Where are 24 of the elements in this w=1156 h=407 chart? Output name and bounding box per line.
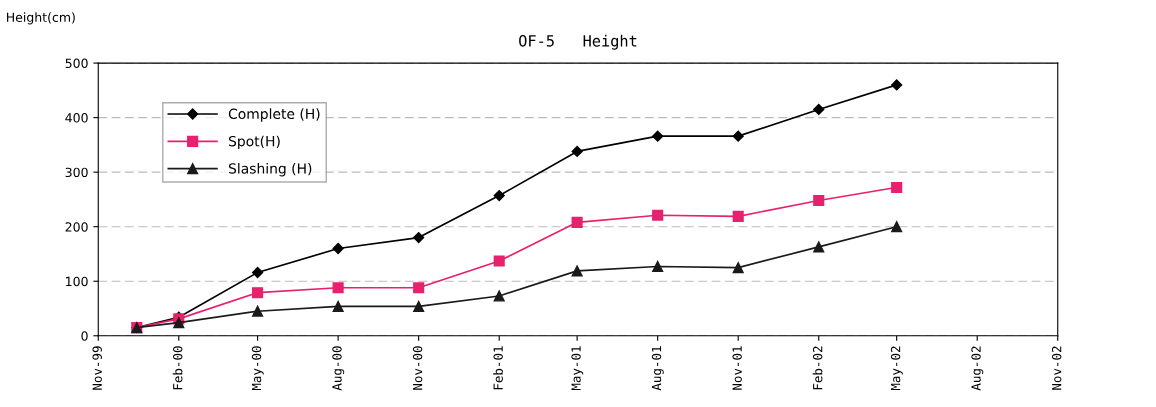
y-axis-title: Height(cm) xyxy=(7,12,75,25)
y-tick-label: 300 xyxy=(65,167,88,178)
y-tick-label: 400 xyxy=(65,113,88,123)
x-tick-label: Aug-01 xyxy=(651,346,664,391)
x-tick-label: Nov-02 xyxy=(1051,346,1062,390)
x-tick-label: Feb-01 xyxy=(493,346,503,390)
y-tick-label: 500 xyxy=(65,58,88,69)
x-tick-label: May-02 xyxy=(890,346,903,391)
x-tick-label: May-00 xyxy=(251,346,264,391)
chart-title: OF-5 Height xyxy=(519,34,637,50)
x-tick-label: Feb-00 xyxy=(172,346,183,390)
y-tick-label: 200 xyxy=(65,222,88,232)
legend-label: Complete (H) xyxy=(228,108,320,122)
x-tick-label: Nov-99 xyxy=(92,346,102,390)
y-tick-label: 0 xyxy=(81,331,88,341)
legend-label: Spot(H) xyxy=(228,135,280,150)
x-tick-label: Nov-01 xyxy=(732,346,742,390)
legend-label: Slashing (H) xyxy=(228,162,312,177)
x-tick-label: Nov-00 xyxy=(412,346,423,390)
x-tick-label: Aug-00 xyxy=(332,346,345,391)
y-tick-label: 100 xyxy=(66,276,88,287)
x-tick-label: May-01 xyxy=(571,346,584,391)
x-tick-label: Aug-02 xyxy=(971,346,984,391)
x-tick-label: Feb-02 xyxy=(812,346,823,390)
